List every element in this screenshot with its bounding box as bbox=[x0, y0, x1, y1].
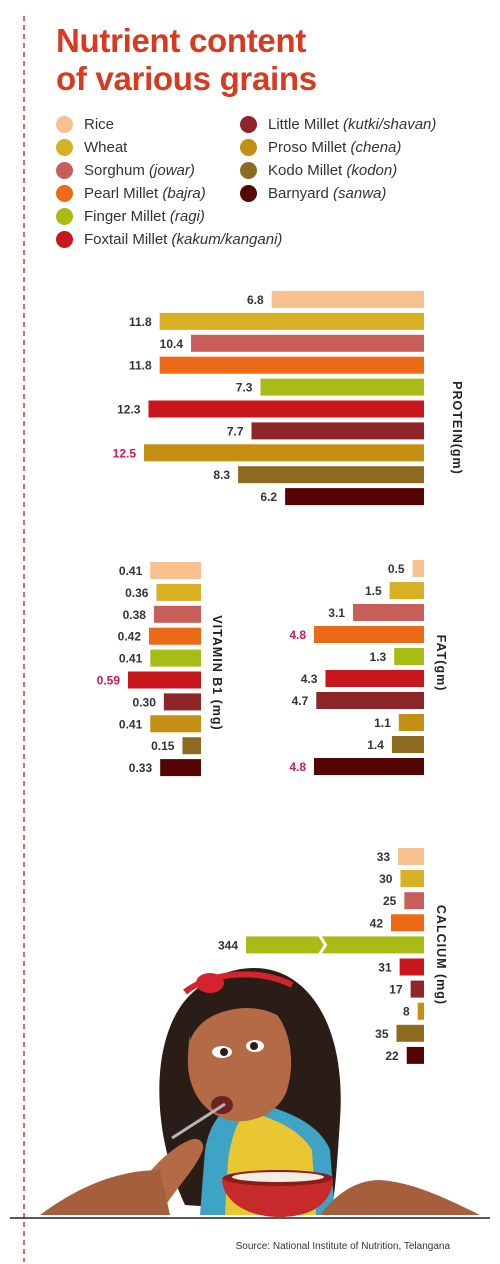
bar bbox=[399, 714, 424, 731]
bar bbox=[128, 672, 201, 689]
bar bbox=[164, 693, 201, 710]
data-label: 11.8 bbox=[129, 359, 152, 373]
bar bbox=[391, 914, 424, 931]
chart-1: 0.41 0.36 0.38 0.42 0.41 0.59 0.30 0.41 0.15 0.33… bbox=[97, 562, 224, 776]
data-label: 4.3 bbox=[301, 672, 318, 686]
data-label: 0.5 bbox=[388, 562, 405, 576]
bar bbox=[149, 628, 201, 645]
data-label: 6.8 bbox=[247, 293, 264, 307]
bar bbox=[316, 692, 424, 709]
data-label: 10.4 bbox=[160, 337, 184, 351]
bar bbox=[144, 444, 424, 461]
bar bbox=[272, 291, 424, 308]
data-label: 0.30 bbox=[133, 695, 157, 709]
data-label: 31 bbox=[378, 961, 392, 975]
bar bbox=[353, 604, 424, 621]
data-label: 1.3 bbox=[370, 650, 387, 664]
illustration-part bbox=[320, 1180, 480, 1215]
data-label: 8 bbox=[403, 1005, 410, 1019]
bar bbox=[182, 737, 201, 754]
bar bbox=[407, 1047, 424, 1064]
bar bbox=[413, 560, 424, 577]
illustration-part bbox=[40, 1170, 170, 1215]
data-label: 0.41 bbox=[119, 564, 143, 578]
bar bbox=[252, 422, 424, 439]
bar bbox=[160, 759, 201, 776]
data-label: 8.3 bbox=[213, 468, 230, 482]
data-label: 1.1 bbox=[374, 716, 391, 730]
bar bbox=[390, 582, 424, 599]
data-label: 4.8 bbox=[289, 628, 306, 642]
data-label: 11.8 bbox=[129, 315, 152, 329]
bar bbox=[314, 626, 424, 643]
bar bbox=[238, 466, 424, 483]
data-label: 12.5 bbox=[113, 446, 137, 460]
data-label: 4.8 bbox=[289, 760, 306, 774]
bar bbox=[418, 1003, 424, 1020]
data-label: 12.3 bbox=[117, 403, 141, 417]
bar bbox=[260, 379, 424, 396]
data-label: 0.42 bbox=[118, 630, 142, 644]
data-label: 0.41 bbox=[119, 652, 143, 666]
bar-charts: 6.8 11.8 10.4 11.8 7.3 12.3 7.7 12.5 8.3 6.2 PROTE… bbox=[97, 291, 464, 1064]
chart-2: 0.5 1.5 3.1 4.8 1.3 4.3 4.7 1.1 1.4 4.8 FAT(gm) bbox=[289, 560, 448, 775]
data-label: 33 bbox=[377, 850, 391, 864]
bar bbox=[150, 562, 201, 579]
bar bbox=[150, 650, 201, 667]
bar bbox=[404, 892, 424, 909]
axis-label: FAT(gm) bbox=[434, 635, 448, 692]
illustration-part bbox=[232, 1172, 324, 1182]
bar bbox=[314, 758, 424, 775]
bar bbox=[397, 1025, 425, 1042]
data-label: 7.3 bbox=[236, 381, 253, 395]
axis-label: PROTEIN(gm) bbox=[450, 381, 464, 475]
bar bbox=[392, 736, 424, 753]
illustration-part bbox=[250, 1042, 258, 1050]
data-label: 0.38 bbox=[123, 608, 147, 622]
data-label: 0.36 bbox=[125, 586, 149, 600]
bar bbox=[156, 584, 201, 601]
data-label: 0.33 bbox=[129, 761, 153, 775]
bar bbox=[246, 936, 424, 953]
data-label: 4.7 bbox=[292, 694, 309, 708]
bar bbox=[154, 606, 201, 623]
bar bbox=[191, 335, 424, 352]
bar bbox=[150, 715, 201, 732]
illustration-part bbox=[196, 973, 224, 993]
illustration-part bbox=[220, 1048, 228, 1056]
bar bbox=[160, 357, 424, 374]
data-label: 7.7 bbox=[227, 424, 244, 438]
axis-label: VITAMIN B1 (mg) bbox=[210, 615, 224, 730]
bar bbox=[400, 959, 424, 976]
bar bbox=[325, 670, 424, 687]
data-label: 1.4 bbox=[367, 738, 384, 752]
data-label: 344 bbox=[218, 938, 238, 952]
bar bbox=[394, 648, 424, 665]
data-label: 17 bbox=[389, 983, 403, 997]
data-label: 25 bbox=[383, 894, 397, 908]
data-label: 22 bbox=[385, 1049, 399, 1063]
bar bbox=[148, 401, 424, 418]
data-label: 0.41 bbox=[119, 717, 143, 731]
data-label: 0.59 bbox=[97, 674, 121, 688]
data-label: 1.5 bbox=[365, 584, 382, 598]
data-label: 30 bbox=[379, 872, 393, 886]
data-label: 6.2 bbox=[260, 490, 277, 504]
source-note: Source: National Institute of Nutrition,… bbox=[236, 1241, 450, 1252]
data-label: 0.15 bbox=[151, 739, 175, 753]
data-label: 42 bbox=[370, 916, 384, 930]
bar bbox=[160, 313, 424, 330]
bar bbox=[411, 981, 424, 998]
data-label: 35 bbox=[375, 1027, 389, 1041]
bar bbox=[398, 848, 424, 865]
bar bbox=[400, 870, 424, 887]
chart-0: 6.8 11.8 10.4 11.8 7.3 12.3 7.7 12.5 8.3 6.2 PROTE… bbox=[113, 291, 464, 505]
bar bbox=[285, 488, 424, 505]
data-label: 3.1 bbox=[328, 606, 345, 620]
axis-label: CALCIUM (mg) bbox=[434, 905, 448, 1005]
